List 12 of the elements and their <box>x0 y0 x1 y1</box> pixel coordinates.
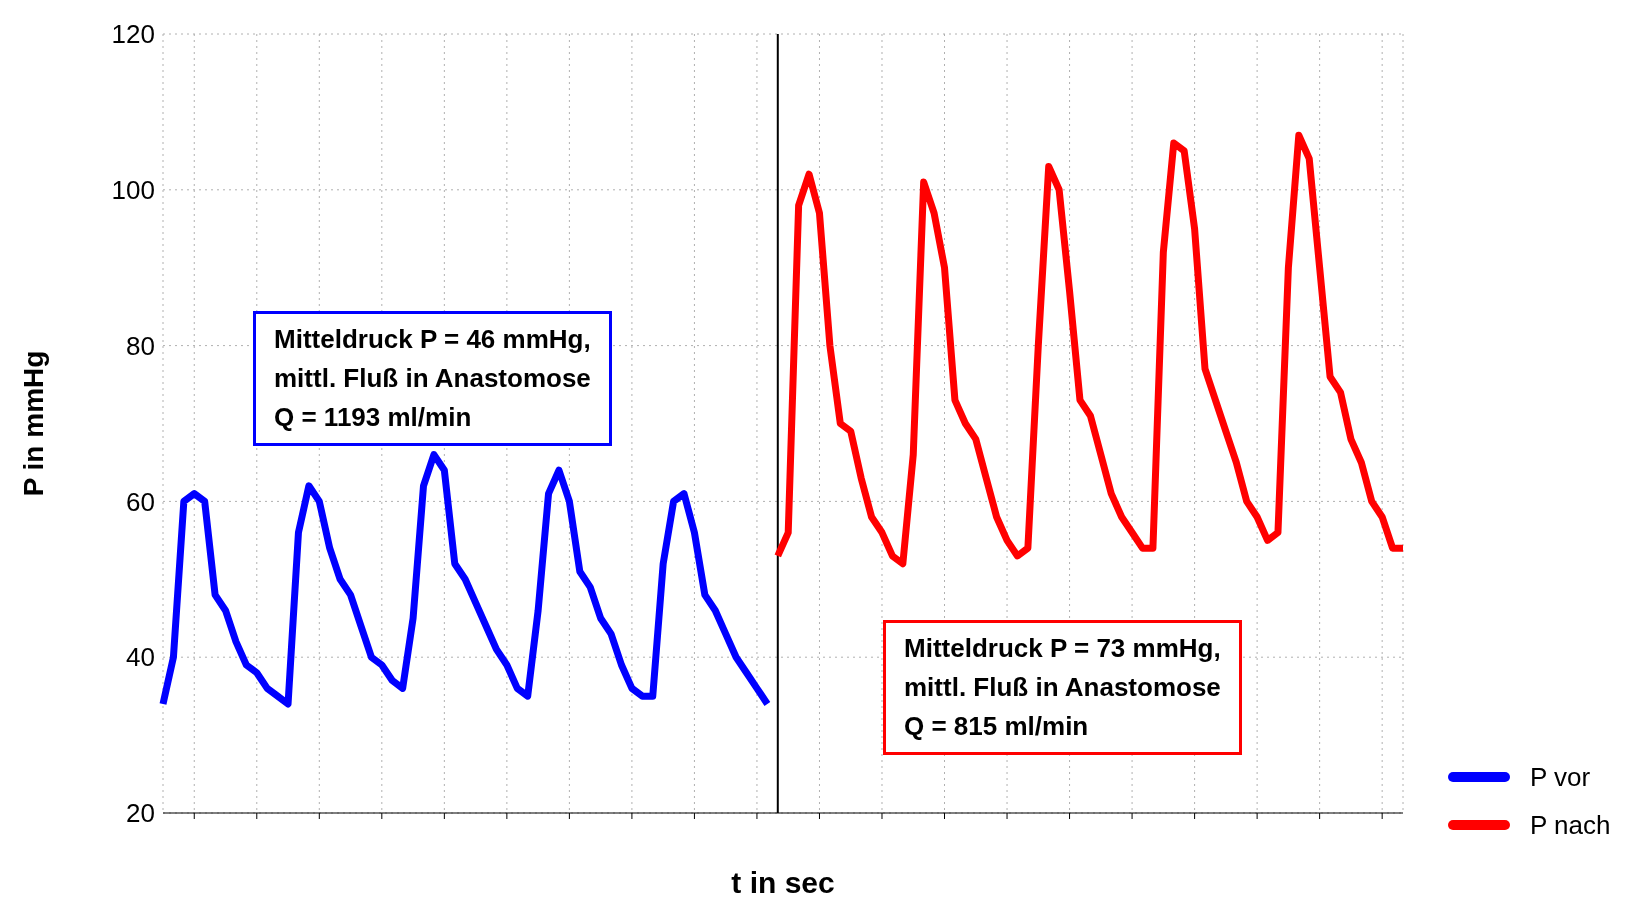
y-tick-label: 60 <box>126 486 155 517</box>
legend-label: P vor <box>1530 761 1591 793</box>
y-tick-label: 20 <box>126 798 155 829</box>
legend-label: P nach <box>1530 809 1611 841</box>
y-axis-title: P in mmHg <box>17 350 49 497</box>
y-tick-label: 100 <box>111 175 155 206</box>
annotation: Mitteldruck P = 46 mmHg, mittl. Fluß in Anastomose Q = 1193 ml/min <box>274 323 591 434</box>
annotation: Mitteldruck P = 73 mmHg, mittl. Fluß in Anastomose Q = 815 ml/min <box>904 632 1221 743</box>
x-axis-title: t in sec <box>731 866 835 899</box>
y-tick-label: 40 <box>126 642 155 673</box>
y-tick-label: 120 <box>111 19 155 50</box>
y-tick-label: 80 <box>126 330 155 361</box>
